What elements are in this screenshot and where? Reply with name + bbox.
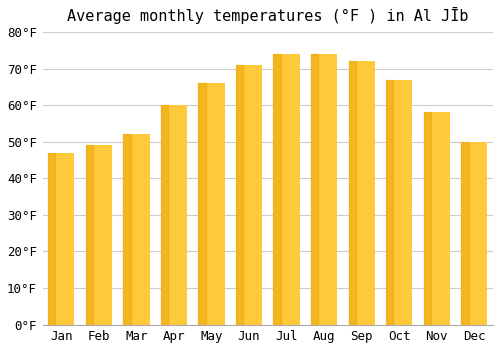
Bar [161,105,168,324]
Bar [424,112,450,324]
Bar [86,145,112,324]
Title: Average monthly temperatures (°F ) in Al JĪb: Average monthly temperatures (°F ) in Al… [67,7,468,24]
Bar [236,65,262,324]
Bar [348,61,356,324]
Bar [198,83,205,324]
Bar [161,105,187,324]
Bar [386,79,412,324]
Bar [311,54,337,324]
Bar [86,145,93,324]
Bar [348,61,375,324]
Bar [48,153,74,324]
Bar [424,112,431,324]
Bar [123,134,150,324]
Bar [236,65,243,324]
Bar [274,54,281,324]
Bar [311,54,318,324]
Bar [461,142,487,324]
Bar [461,142,468,324]
Bar [123,134,130,324]
Bar [386,79,394,324]
Bar [198,83,224,324]
Bar [48,153,56,324]
Bar [274,54,299,324]
